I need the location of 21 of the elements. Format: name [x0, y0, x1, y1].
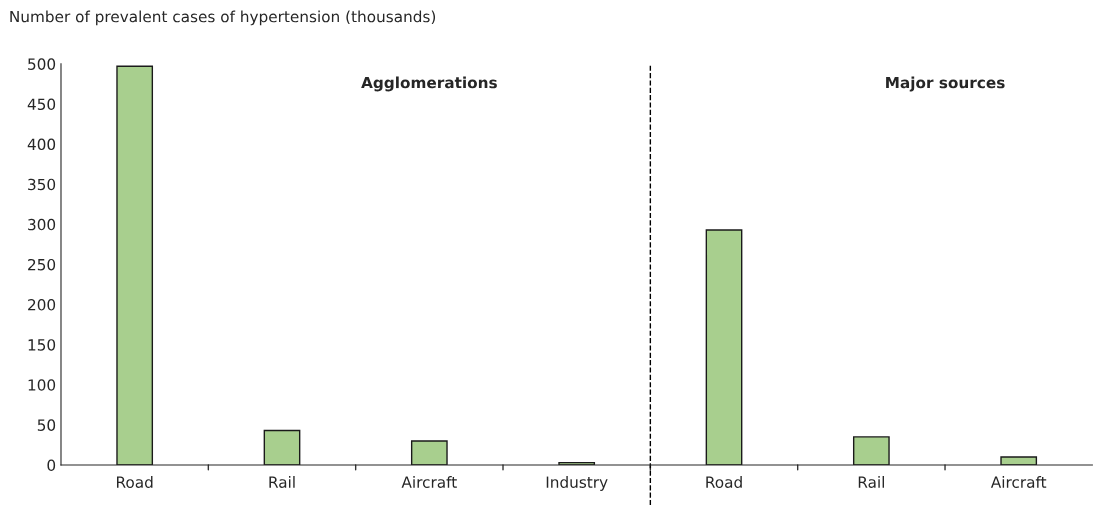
y-axis-title: Number of prevalent cases of hypertension (thousands) [10, 10, 436, 26]
y-tick-label: 0 [47, 459, 56, 472]
x-tick-label: Road [706, 476, 742, 488]
y-tick-label: 500 [28, 58, 56, 70]
y-tick-label: 350 [28, 178, 56, 191]
x-tick-label: Aircraft [401, 476, 457, 488]
x-tick-label: Aircraft [990, 476, 1047, 488]
y-tick-label: 300 [28, 218, 56, 231]
y-tick-label: 250 [28, 258, 56, 271]
y-tick-label: 200 [28, 299, 56, 311]
x-tick-label: Industry [546, 476, 608, 491]
y-tick-label: 150 [28, 339, 56, 351]
x-tick-label: Rail [858, 476, 884, 488]
y-tick-label: 50 [37, 419, 56, 431]
x-tick-label: Rail [269, 476, 295, 488]
y-tick-label: 450 [27, 98, 56, 111]
x-tick-label: Road [116, 476, 153, 488]
annotation: Agglomerations [361, 76, 497, 92]
y-tick-label: 100 [28, 379, 56, 391]
annotation: Major sources [886, 76, 1005, 92]
y-tick-label: 400 [27, 138, 56, 151]
